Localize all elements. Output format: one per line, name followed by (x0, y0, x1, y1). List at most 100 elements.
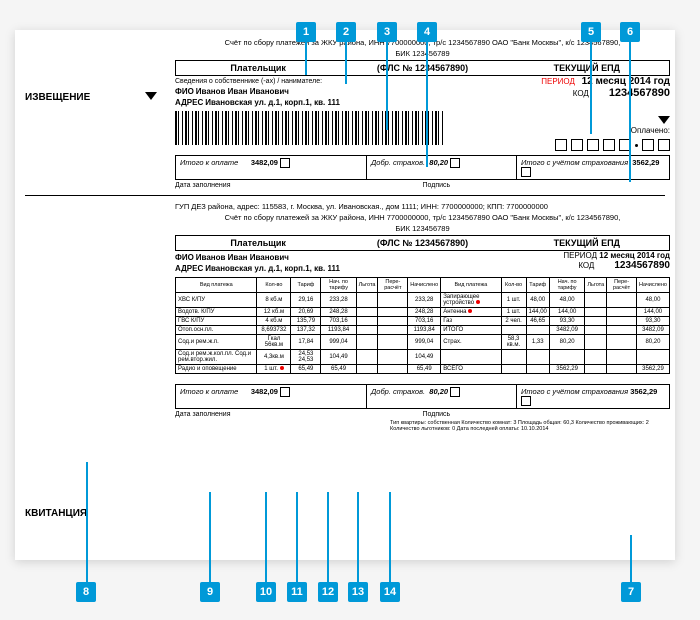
table-row: Радио и оповещение1 шт. 65,4965,4965,49В… (176, 365, 670, 374)
table-cell: 3562,29 (549, 365, 584, 374)
paid-label: Оплачено: (631, 126, 670, 135)
table-cell: Сод.и рем.ж.кол.пл. Сод.и рем.втор.жил. (176, 350, 257, 365)
org-line: ГУП ДЕЗ района, адрес: 115583, г. Москва… (175, 202, 670, 211)
table-cell: 1193,84 (321, 326, 356, 335)
col-epd: ТЕКУЩИЙ ЕПД (505, 61, 669, 75)
columns-header: Плательщик (ФЛС № 1234567890) ТЕКУЩИЙ ЕП… (175, 60, 670, 76)
table-cell (607, 293, 637, 308)
table-cell (378, 317, 408, 326)
callout-6: 6 (620, 22, 640, 42)
callout-line (629, 42, 631, 182)
callout-line (327, 492, 329, 582)
table-cell (356, 350, 378, 365)
callout-line (305, 42, 307, 75)
table-cell: 1 шт. (501, 293, 526, 308)
callout-2: 2 (336, 22, 356, 42)
table-cell: Антенна (441, 308, 501, 317)
table-cell: 3482,09 (636, 326, 669, 335)
marker-dot (468, 309, 472, 313)
table-row: ГВС К/ПУ4 кб.м135,79703,16703,16Газ2 чел… (176, 317, 670, 326)
triangle-icon (145, 92, 157, 100)
table-cell: ВСЕГО (441, 365, 501, 374)
table-header: Кол-во (501, 278, 526, 293)
callout-4: 4 (417, 22, 437, 42)
table-cell (585, 317, 607, 326)
table-cell: 80,20 (636, 335, 669, 350)
callout-9: 9 (200, 582, 220, 602)
barcode (175, 111, 445, 145)
table-cell: 65,49 (291, 365, 321, 374)
table-cell: 1 шт. (257, 365, 291, 374)
itog-bottom: Итого к оплате 3482,09 Добр. страхов. 80… (175, 384, 670, 409)
table-cell (356, 317, 378, 326)
address: Ивановская ул. д.1, корп.1, кв. 111 (205, 98, 340, 107)
date-fill: Дата заполнения (175, 182, 423, 189)
table-header: Нач. по тарифу (321, 278, 356, 293)
table-cell (607, 350, 637, 365)
table-cell: 8 кб.м (257, 293, 291, 308)
table-cell: Радио и оповещение (176, 365, 257, 374)
table-cell (378, 326, 408, 335)
callout-line (357, 492, 359, 582)
table-cell: 65,49 (321, 365, 356, 374)
table-cell: Газ (441, 317, 501, 326)
table-cell: 93,30 (636, 317, 669, 326)
table-cell (607, 335, 637, 350)
table-header: Вид платежа (441, 278, 501, 293)
table-cell (378, 350, 408, 365)
callout-8: 8 (76, 582, 96, 602)
marker-dot (280, 366, 284, 370)
table-cell: 144,00 (636, 308, 669, 317)
table-cell: 12 кб.м (257, 308, 291, 317)
table-cell (585, 308, 607, 317)
table-cell: 80,20 (549, 335, 584, 350)
table-cell: 65,49 (408, 365, 441, 374)
table-cell (585, 326, 607, 335)
table-cell (549, 350, 584, 365)
table-header: Нач. по тарифу (549, 278, 584, 293)
notice-label: ИЗВЕЩЕНИЕ (25, 92, 90, 103)
table-cell: 29,16 (291, 293, 321, 308)
bik2: БИК 123456789 (175, 224, 670, 233)
callout-11: 11 (287, 582, 307, 602)
table-cell (607, 365, 637, 374)
table-cell: 999,04 (408, 335, 441, 350)
table-cell: Сод.и рем.ж.п. (176, 335, 257, 350)
period: 12 месяц 2014 год (582, 76, 670, 87)
table-cell: 1,33 (526, 335, 549, 350)
callout-line (86, 462, 88, 582)
table-cell: 703,16 (408, 317, 441, 326)
account-line2: Счёт по сбору платежей за ЖКУ района, ИН… (175, 213, 670, 222)
signature: Подпись (423, 182, 671, 189)
table-cell (356, 308, 378, 317)
table-cell: 1193,84 (408, 326, 441, 335)
callout-line (386, 42, 388, 130)
table-cell: 135,79 (291, 317, 321, 326)
table-cell: 8,693732 (257, 326, 291, 335)
table-cell: 137,32 (291, 326, 321, 335)
table-header: Пере-расчёт (378, 278, 408, 293)
table-cell (356, 293, 378, 308)
paid-boxes (555, 139, 670, 151)
table-cell: 48,00 (549, 293, 584, 308)
table-cell: 58,3 кв.м. (501, 335, 526, 350)
table-cell: 48,00 (526, 293, 549, 308)
table-cell (378, 365, 408, 374)
table-cell: 20,69 (291, 308, 321, 317)
table-cell: 1 шт. (501, 308, 526, 317)
table-cell (356, 335, 378, 350)
columns-header2: Плательщик (ФЛС № 1234567890) ТЕКУЩИЙ ЕП… (175, 235, 670, 251)
callout-3: 3 (377, 22, 397, 42)
marker-dot (476, 300, 480, 304)
table-cell (501, 365, 526, 374)
table-cell: Гкал 56кв.м (257, 335, 291, 350)
table-cell (356, 326, 378, 335)
table-cell: 144,00 (549, 308, 584, 317)
table-cell: 104,49 (321, 350, 356, 365)
callout-14: 14 (380, 582, 400, 602)
table-cell: 3562,29 (636, 365, 669, 374)
table-cell: 999,04 (321, 335, 356, 350)
table-row: Сод.и рем.ж.кол.пл. Сод.и рем.втор.жил.4… (176, 350, 670, 365)
table-cell (607, 308, 637, 317)
table-cell (585, 335, 607, 350)
